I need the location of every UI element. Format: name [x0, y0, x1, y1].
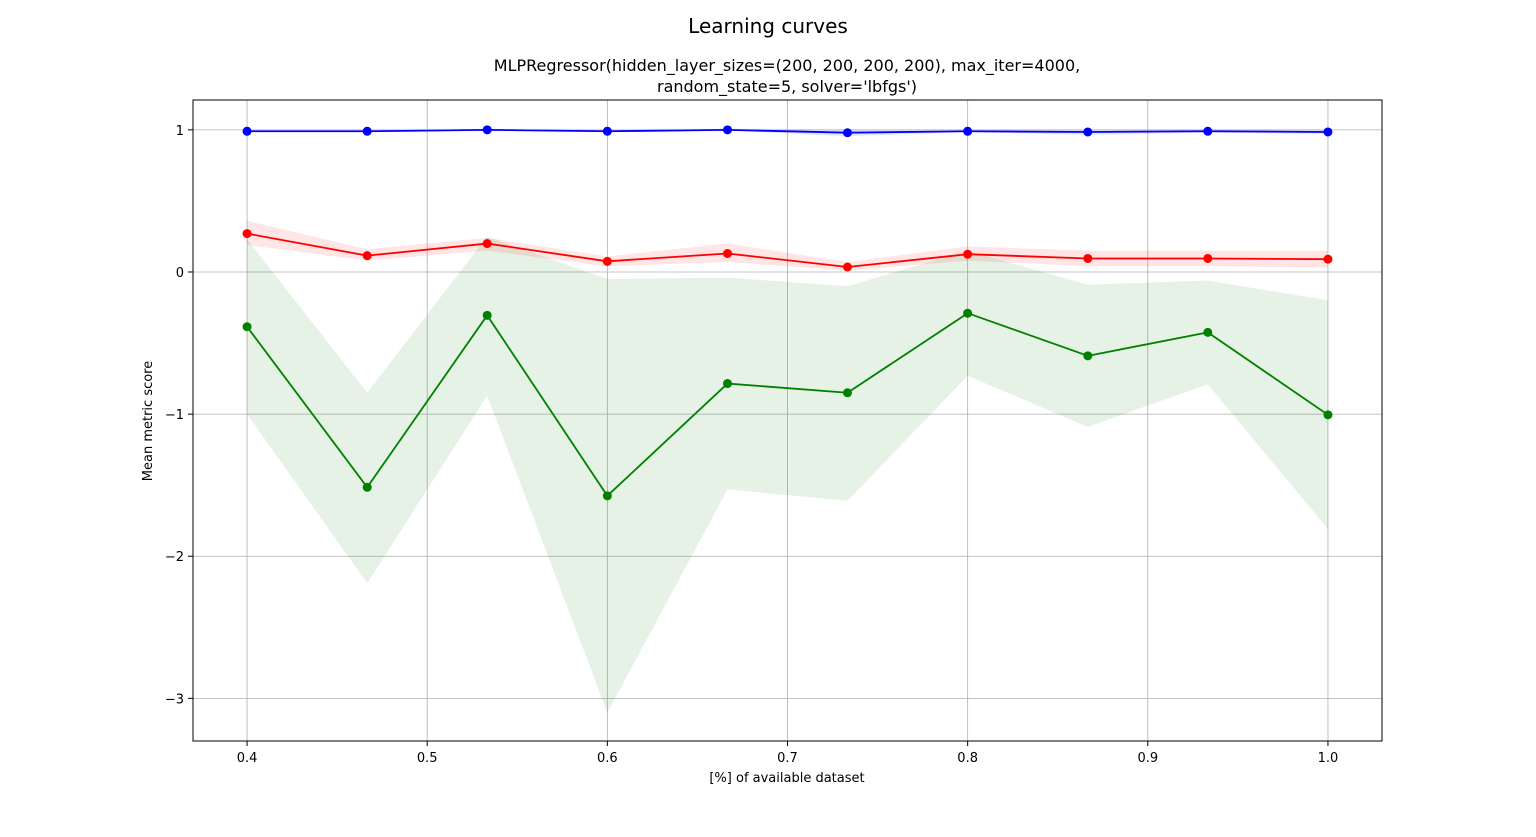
x-tick-label: 0.9: [1137, 751, 1158, 766]
y-axis-ticks: −3 −2 −1 0 1: [165, 124, 193, 707]
series-1-point: [1203, 253, 1213, 263]
series-2-point: [242, 322, 252, 332]
series-2-point: [362, 482, 372, 492]
series-2-line: [246, 312, 1329, 497]
x-tick-label: 0.7: [777, 751, 798, 766]
series-1-point: [723, 248, 733, 258]
series-0-point: [963, 126, 973, 136]
y-axis-label: Mean metric score: [141, 361, 156, 481]
series-0-point: [1323, 127, 1333, 137]
series-1-point: [242, 229, 252, 239]
series-1-line: [246, 232, 1328, 268]
x-tick-label: 0.6: [597, 751, 618, 766]
series-2-point: [602, 491, 612, 501]
grid: [193, 100, 1382, 741]
series-2-point: [723, 379, 733, 389]
y-tick-label: −1: [165, 408, 184, 423]
series-2-point: [1083, 351, 1093, 361]
series-2-point: [1323, 410, 1333, 420]
chart-subtitle-line-2: random_state=5, solver='lbfgs'): [657, 77, 917, 97]
series-1-point: [482, 239, 492, 249]
x-tick-label: 1.0: [1318, 751, 1339, 766]
series-2-point: [963, 308, 973, 318]
series-points: [242, 125, 1333, 501]
y-tick-label: 0: [176, 266, 184, 281]
y-tick-label: −3: [165, 692, 184, 707]
series-0-point: [1083, 127, 1093, 137]
series-1-point: [963, 249, 973, 259]
x-axis-label: [%] of available dataset: [709, 771, 864, 786]
series-1-point: [1083, 253, 1093, 263]
series-1-point: [602, 256, 612, 266]
series-0-point: [242, 126, 252, 136]
series-0-point: [842, 128, 852, 138]
x-tick-label: 0.4: [237, 751, 258, 766]
series-0-point: [482, 125, 492, 135]
y-tick-label: 1: [176, 124, 184, 139]
series-2-point: [1203, 327, 1213, 337]
series-lines: [246, 128, 1329, 497]
series-0-point: [1203, 126, 1213, 136]
series-0-line: [247, 128, 1328, 134]
series-1-point: [362, 251, 372, 261]
x-tick-label: 0.5: [417, 751, 438, 766]
series-1-point: [842, 262, 852, 272]
series-2-band: [247, 236, 1328, 713]
x-tick-label: 0.8: [957, 751, 978, 766]
series-0-point: [602, 126, 612, 136]
series-0-point: [362, 126, 372, 136]
series-2-point: [842, 388, 852, 398]
chart-title: Learning curves: [688, 14, 848, 38]
chart-subtitle-line-1: MLPRegressor(hidden_layer_sizes=(200, 20…: [494, 56, 1080, 76]
series-2-point: [482, 310, 492, 320]
x-axis-ticks: 0.4 0.5 0.6 0.7 0.8 0.9 1.0: [237, 741, 1339, 766]
series-0-point: [723, 125, 733, 135]
series-1-point: [1323, 254, 1333, 264]
y-tick-label: −2: [165, 550, 184, 565]
